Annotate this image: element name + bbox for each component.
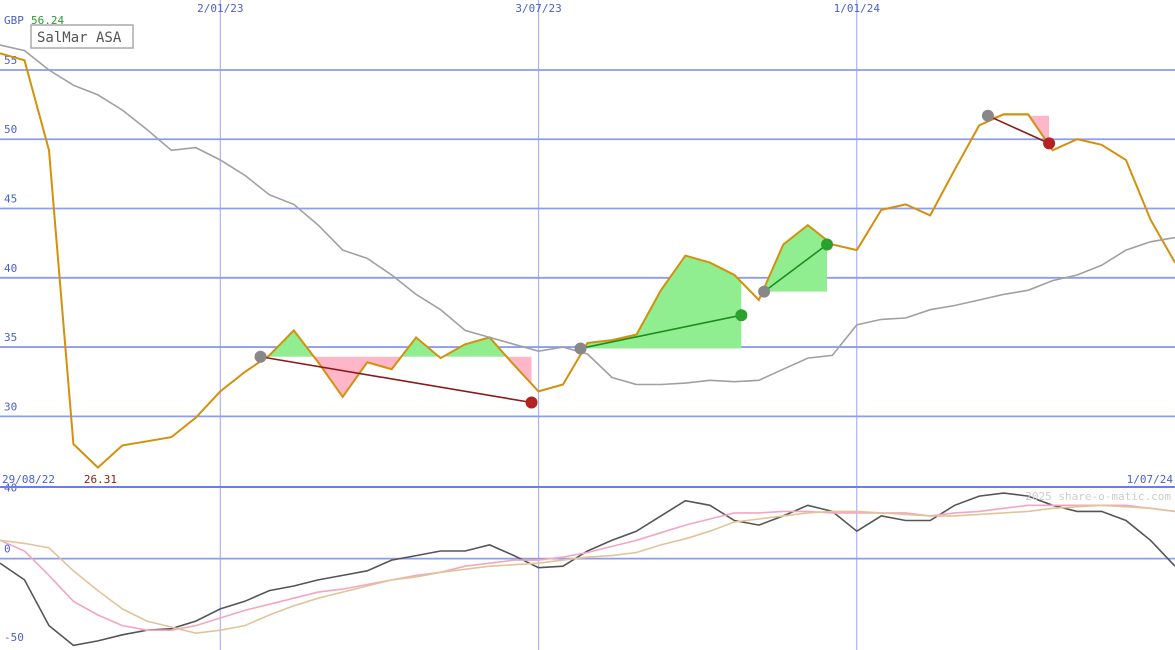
x-tick-label: 2/01/23 [197, 2, 243, 15]
trend-end [525, 396, 538, 409]
trend-fill-above [764, 225, 828, 292]
trend-fill-above [260, 330, 532, 357]
credit: 2025 share-o-matic.com [1025, 490, 1171, 503]
y-tick-label: 40 [4, 262, 17, 275]
series-line [0, 504, 1175, 631]
series-line [0, 44, 1175, 386]
trend-end [821, 238, 834, 251]
x-tick-label: 3/07/23 [515, 2, 561, 15]
legend-box [30, 24, 134, 49]
trend-end [1043, 137, 1056, 150]
y-tick-label: 45 [4, 193, 17, 206]
x-tick-label: 1/01/24 [834, 2, 881, 15]
y-tick-label: 0 [4, 543, 11, 556]
trend-line [580, 314, 742, 350]
trend-start [981, 109, 994, 122]
series-line [0, 492, 1175, 647]
trend-line [987, 114, 1050, 145]
x-range-end: 1/07/24 [1127, 473, 1174, 486]
series-line [0, 504, 1175, 635]
x-range-start: 29/08/22 [2, 473, 55, 486]
y-tick-label: 40 [4, 482, 17, 495]
high-label: 56.24 [31, 14, 64, 27]
low-label: 26.31 [84, 473, 117, 486]
series-line [0, 52, 1175, 469]
trend-line [763, 243, 828, 293]
legend-label: SalMar ASA [37, 30, 122, 46]
trend-start [574, 342, 587, 355]
y-tick-label: -50 [4, 631, 24, 644]
trend-fill-above [580, 255, 742, 349]
y-tick-label: 30 [4, 400, 17, 413]
trend-end [735, 309, 748, 322]
trend-start [254, 350, 267, 363]
currency: GBP [4, 14, 24, 27]
trend-start [758, 285, 771, 298]
trend-fill-below [260, 356, 532, 397]
y-tick-label: 50 [4, 123, 17, 136]
y-tick-label: 35 [4, 331, 17, 344]
trend-line [260, 355, 532, 404]
